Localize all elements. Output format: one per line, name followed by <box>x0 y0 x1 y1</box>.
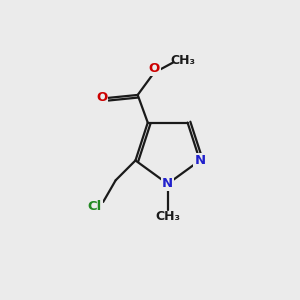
Text: CH₃: CH₃ <box>171 54 196 67</box>
Text: O: O <box>96 92 107 104</box>
Text: N: N <box>162 177 173 190</box>
Text: CH₃: CH₃ <box>155 210 180 223</box>
Text: N: N <box>194 154 206 167</box>
Text: Cl: Cl <box>87 200 101 213</box>
Text: O: O <box>148 62 160 75</box>
